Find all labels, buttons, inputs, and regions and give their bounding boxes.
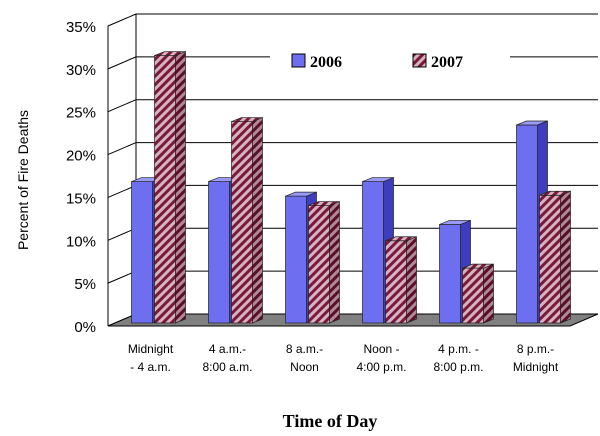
bar-top — [516, 120, 548, 126]
y-axis-label: Percent of Fire Deaths — [15, 110, 31, 250]
x-category-label: 4 a.m.- — [209, 342, 246, 356]
bar-front — [131, 181, 153, 324]
y-tick-label: 5% — [74, 276, 96, 293]
gridline-diagonal — [107, 142, 137, 156]
bar-top — [362, 177, 394, 182]
bar-front — [154, 55, 176, 324]
bar-front — [385, 240, 407, 324]
y-tick-label: 20% — [66, 148, 96, 165]
bar-top — [285, 191, 317, 197]
bar-2007-2 — [308, 201, 340, 324]
x-category-label: 8 p.m.- — [517, 342, 554, 356]
x-axis-categories: Midnight - 4 a.m. 4 a.m.- 8:00 a.m. 8 a.m.- N… — [128, 342, 559, 374]
bar-2007-5 — [539, 190, 571, 324]
x-category-label: 4 p.m. - — [438, 342, 479, 356]
legend: 2006 2007 — [270, 44, 510, 78]
gridline-diagonal — [107, 99, 137, 113]
bar-side — [406, 236, 417, 324]
x-category-label: Midnight — [128, 342, 174, 356]
x-category-label: 8:00 a.m. — [202, 360, 252, 374]
bar-front — [285, 195, 307, 324]
bar-top — [539, 190, 571, 196]
x-category-label: Noon - — [363, 342, 399, 356]
bar-front — [231, 121, 253, 324]
x-axis-label: Time of Day — [283, 411, 378, 431]
bar-front — [539, 194, 561, 324]
bar-top — [308, 201, 340, 206]
y-tick-label: 10% — [66, 233, 96, 250]
x-category-label: - 4 a.m. — [130, 360, 171, 374]
bar-side — [560, 190, 571, 324]
x-category-label: 8:00 p.m. — [433, 360, 483, 374]
bar-front — [208, 181, 230, 324]
bar-2007-1 — [231, 117, 263, 324]
y-axis-ticks: 0% 5% 10% 15% 20% 25% 30% 35% — [66, 19, 96, 336]
x-category-label: Midnight — [513, 360, 559, 374]
x-category-label: 4:00 p.m. — [356, 360, 406, 374]
legend-label-2006: 2006 — [310, 54, 342, 71]
x-category-label: 8 a.m.- — [286, 342, 323, 356]
bar-side — [252, 117, 263, 324]
bar-side — [329, 201, 340, 324]
legend-box — [270, 44, 510, 78]
legend-swatch-2007 — [412, 53, 427, 68]
x-category-label: Noon — [290, 360, 319, 374]
legend-label-2007: 2007 — [431, 54, 463, 71]
bar-top — [231, 117, 263, 122]
bar-top — [439, 220, 471, 225]
bar-front — [308, 205, 330, 324]
bar-2007-0 — [154, 51, 186, 324]
bar-front — [516, 124, 538, 324]
legend-swatch-2006 — [291, 53, 306, 68]
bar-top — [385, 236, 417, 242]
y-tick-label: 35% — [66, 19, 96, 36]
y-tick-label: 15% — [66, 190, 96, 207]
y-tick-label: 30% — [66, 62, 96, 79]
y-tick-label: 0% — [74, 319, 96, 336]
bar-front — [462, 267, 484, 324]
bar-top — [462, 263, 494, 269]
y-tick-label: 25% — [66, 105, 96, 122]
gridline-diagonal — [107, 56, 137, 70]
bars — [131, 51, 571, 324]
bar-2007-3 — [385, 236, 417, 324]
bar-2007-4 — [462, 263, 494, 324]
bar-front — [439, 224, 461, 324]
bar-top — [154, 51, 186, 56]
bar-side — [175, 51, 186, 324]
gridline-diagonal — [107, 13, 137, 27]
bar-front — [362, 181, 384, 324]
bar-side — [483, 263, 494, 324]
